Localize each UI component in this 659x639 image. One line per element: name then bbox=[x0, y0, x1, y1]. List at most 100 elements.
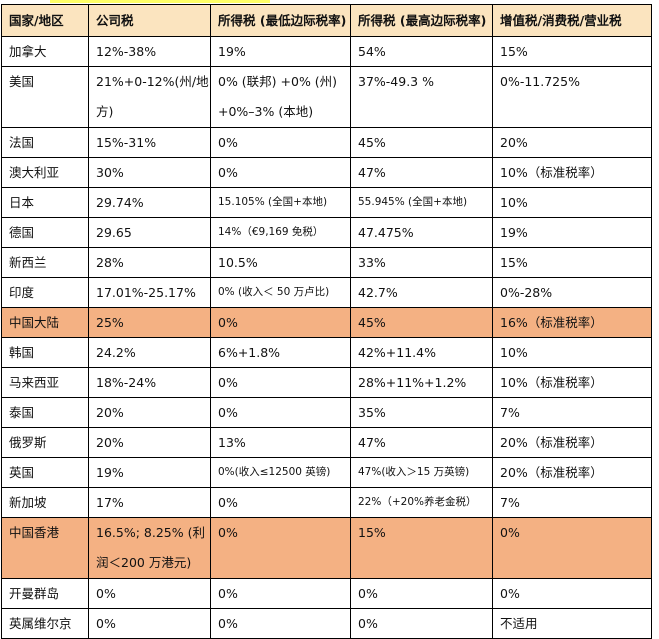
vat-cell[interactable]: 0% bbox=[492, 578, 652, 609]
country-cell[interactable]: 美国 bbox=[1, 66, 89, 128]
country-cell[interactable]: 马来西亚 bbox=[1, 367, 89, 398]
income-tax-max-cell[interactable]: 37%-49.3 % bbox=[350, 66, 493, 128]
vat-cell[interactable]: 10% bbox=[492, 337, 652, 368]
income-tax-max-cell[interactable]: 0% bbox=[350, 578, 493, 609]
vat-cell[interactable]: 10%（标准税率） bbox=[492, 367, 652, 398]
country-cell[interactable]: 韩国 bbox=[1, 337, 89, 368]
table-row: 印度 17.01%-25.17% 0% (收入＜ 50 万卢比) 42.7% 0%-28… bbox=[1, 277, 652, 308]
corporate-tax-cell[interactable]: 12%-38% bbox=[88, 36, 211, 67]
vat-cell[interactable]: 0%-28% bbox=[492, 277, 652, 308]
corporate-tax-cell[interactable]: 20% bbox=[88, 427, 211, 458]
table-row: 新加坡 17% 0% 22%（+20%养老金税） 7% bbox=[1, 487, 652, 518]
income-tax-max-cell[interactable]: 54% bbox=[350, 36, 493, 67]
country-cell[interactable]: 英国 bbox=[1, 457, 89, 488]
country-cell[interactable]: 俄罗斯 bbox=[1, 427, 89, 458]
income-tax-max-cell[interactable]: 33% bbox=[350, 247, 493, 278]
country-cell[interactable]: 英属维尔京 bbox=[1, 608, 89, 639]
country-cell[interactable]: 新加坡 bbox=[1, 487, 89, 518]
corporate-tax-cell[interactable]: 21%+0-12%(州/地方) bbox=[88, 66, 211, 128]
vat-cell[interactable]: 20%（标准税率） bbox=[492, 457, 652, 488]
country-cell[interactable]: 泰国 bbox=[1, 397, 89, 428]
income-tax-min-cell[interactable]: 0% bbox=[210, 127, 351, 158]
table-row: 中国大陆 25% 0% 45% 16%（标准税率） bbox=[1, 307, 652, 338]
income-tax-max-cell[interactable]: 47% bbox=[350, 157, 493, 188]
country-cell[interactable]: 开曼群岛 bbox=[1, 578, 89, 609]
corporate-tax-cell[interactable]: 15%-31% bbox=[88, 127, 211, 158]
corporate-tax-cell[interactable]: 20% bbox=[88, 397, 211, 428]
income-tax-max-cell[interactable]: 47%(收入＞15 万英镑) bbox=[350, 457, 493, 488]
country-cell[interactable]: 加拿大 bbox=[1, 36, 89, 67]
income-tax-min-cell[interactable]: 19% bbox=[210, 36, 351, 67]
income-tax-max-cell[interactable]: 22%（+20%养老金税） bbox=[350, 487, 493, 518]
table-row: 英属维尔京 0% 0% 0% 不适用 bbox=[1, 608, 652, 639]
income-tax-min-cell[interactable]: 0% bbox=[210, 307, 351, 338]
corporate-tax-cell[interactable]: 25% bbox=[88, 307, 211, 338]
corporate-tax-cell[interactable]: 18%-24% bbox=[88, 367, 211, 398]
corporate-tax-cell[interactable]: 17% bbox=[88, 487, 211, 518]
income-tax-max-cell[interactable]: 55.945% (全国+本地) bbox=[350, 187, 493, 218]
vat-cell[interactable]: 10% bbox=[492, 187, 652, 218]
highlight-strip bbox=[50, 0, 270, 3]
country-cell[interactable]: 中国香港 bbox=[1, 517, 89, 579]
income-tax-max-cell[interactable]: 42.7% bbox=[350, 277, 493, 308]
income-tax-max-cell[interactable]: 42%+11.4% bbox=[350, 337, 493, 368]
income-tax-min-cell[interactable]: 0%(收入≤12500 英镑) bbox=[210, 457, 351, 488]
income-tax-min-cell[interactable]: 0% bbox=[210, 367, 351, 398]
column-header: 公司税 bbox=[88, 4, 211, 37]
vat-cell[interactable]: 0%-11.725% bbox=[492, 66, 652, 128]
income-tax-min-cell[interactable]: 13% bbox=[210, 427, 351, 458]
country-cell[interactable]: 日本 bbox=[1, 187, 89, 218]
corporate-tax-cell[interactable]: 28% bbox=[88, 247, 211, 278]
table-row: 俄罗斯 20% 13% 47% 20%（标准税率） bbox=[1, 427, 652, 458]
corporate-tax-cell[interactable]: 29.74% bbox=[88, 187, 211, 218]
income-tax-min-cell[interactable]: 0% (收入＜ 50 万卢比) bbox=[210, 277, 351, 308]
income-tax-min-cell[interactable]: 10.5% bbox=[210, 247, 351, 278]
vat-cell[interactable]: 15% bbox=[492, 36, 652, 67]
country-cell[interactable]: 新西兰 bbox=[1, 247, 89, 278]
vat-cell[interactable]: 20%（标准税率） bbox=[492, 427, 652, 458]
income-tax-max-cell[interactable]: 45% bbox=[350, 127, 493, 158]
vat-cell[interactable]: 7% bbox=[492, 397, 652, 428]
corporate-tax-cell[interactable]: 16.5%; 8.25% (利润＜200 万港元) bbox=[88, 517, 211, 579]
vat-cell[interactable]: 19% bbox=[492, 217, 652, 248]
income-tax-max-cell[interactable]: 47.475% bbox=[350, 217, 493, 248]
corporate-tax-cell[interactable]: 24.2% bbox=[88, 337, 211, 368]
column-header: 所得税 (最高边际税率) bbox=[350, 4, 493, 37]
tax-table: 国家/地区 公司税 所得税 (最低边际税率) 所得税 (最高边际税率) 增值税/消费税/… bbox=[1, 4, 652, 639]
income-tax-max-cell[interactable]: 0% bbox=[350, 608, 493, 639]
income-tax-min-cell[interactable]: 0% bbox=[210, 397, 351, 428]
vat-cell[interactable]: 15% bbox=[492, 247, 652, 278]
corporate-tax-cell[interactable]: 0% bbox=[88, 578, 211, 609]
income-tax-min-cell[interactable]: 6%+1.8% bbox=[210, 337, 351, 368]
vat-cell[interactable]: 0% bbox=[492, 517, 652, 579]
income-tax-min-cell[interactable]: 0% bbox=[210, 517, 351, 579]
income-tax-min-cell[interactable]: 15.105% (全国+本地) bbox=[210, 187, 351, 218]
income-tax-max-cell[interactable]: 45% bbox=[350, 307, 493, 338]
corporate-tax-cell[interactable]: 29.65 bbox=[88, 217, 211, 248]
income-tax-max-cell[interactable]: 35% bbox=[350, 397, 493, 428]
income-tax-max-cell[interactable]: 28%+11%+1.2% bbox=[350, 367, 493, 398]
income-tax-min-cell[interactable]: 0% (联邦) +0% (州) +0%–3% (本地) bbox=[210, 66, 351, 128]
corporate-tax-cell[interactable]: 0% bbox=[88, 608, 211, 639]
vat-cell[interactable]: 10%（标准税率） bbox=[492, 157, 652, 188]
corporate-tax-cell[interactable]: 30% bbox=[88, 157, 211, 188]
vat-cell[interactable]: 不适用 bbox=[492, 608, 652, 639]
vat-cell[interactable]: 16%（标准税率） bbox=[492, 307, 652, 338]
income-tax-min-cell[interactable]: 14%（€9,169 免税） bbox=[210, 217, 351, 248]
income-tax-min-cell[interactable]: 0% bbox=[210, 608, 351, 639]
country-cell[interactable]: 中国大陆 bbox=[1, 307, 89, 338]
vat-cell[interactable]: 20% bbox=[492, 127, 652, 158]
income-tax-min-cell[interactable]: 0% bbox=[210, 487, 351, 518]
corporate-tax-cell[interactable]: 19% bbox=[88, 457, 211, 488]
table-row: 法国 15%-31% 0% 45% 20% bbox=[1, 127, 652, 158]
country-cell[interactable]: 法国 bbox=[1, 127, 89, 158]
country-cell[interactable]: 澳大利亚 bbox=[1, 157, 89, 188]
income-tax-min-cell[interactable]: 0% bbox=[210, 157, 351, 188]
corporate-tax-cell[interactable]: 17.01%-25.17% bbox=[88, 277, 211, 308]
income-tax-max-cell[interactable]: 15% bbox=[350, 517, 493, 579]
vat-cell[interactable]: 7% bbox=[492, 487, 652, 518]
income-tax-max-cell[interactable]: 47% bbox=[350, 427, 493, 458]
country-cell[interactable]: 印度 bbox=[1, 277, 89, 308]
income-tax-min-cell[interactable]: 0% bbox=[210, 578, 351, 609]
country-cell[interactable]: 德国 bbox=[1, 217, 89, 248]
